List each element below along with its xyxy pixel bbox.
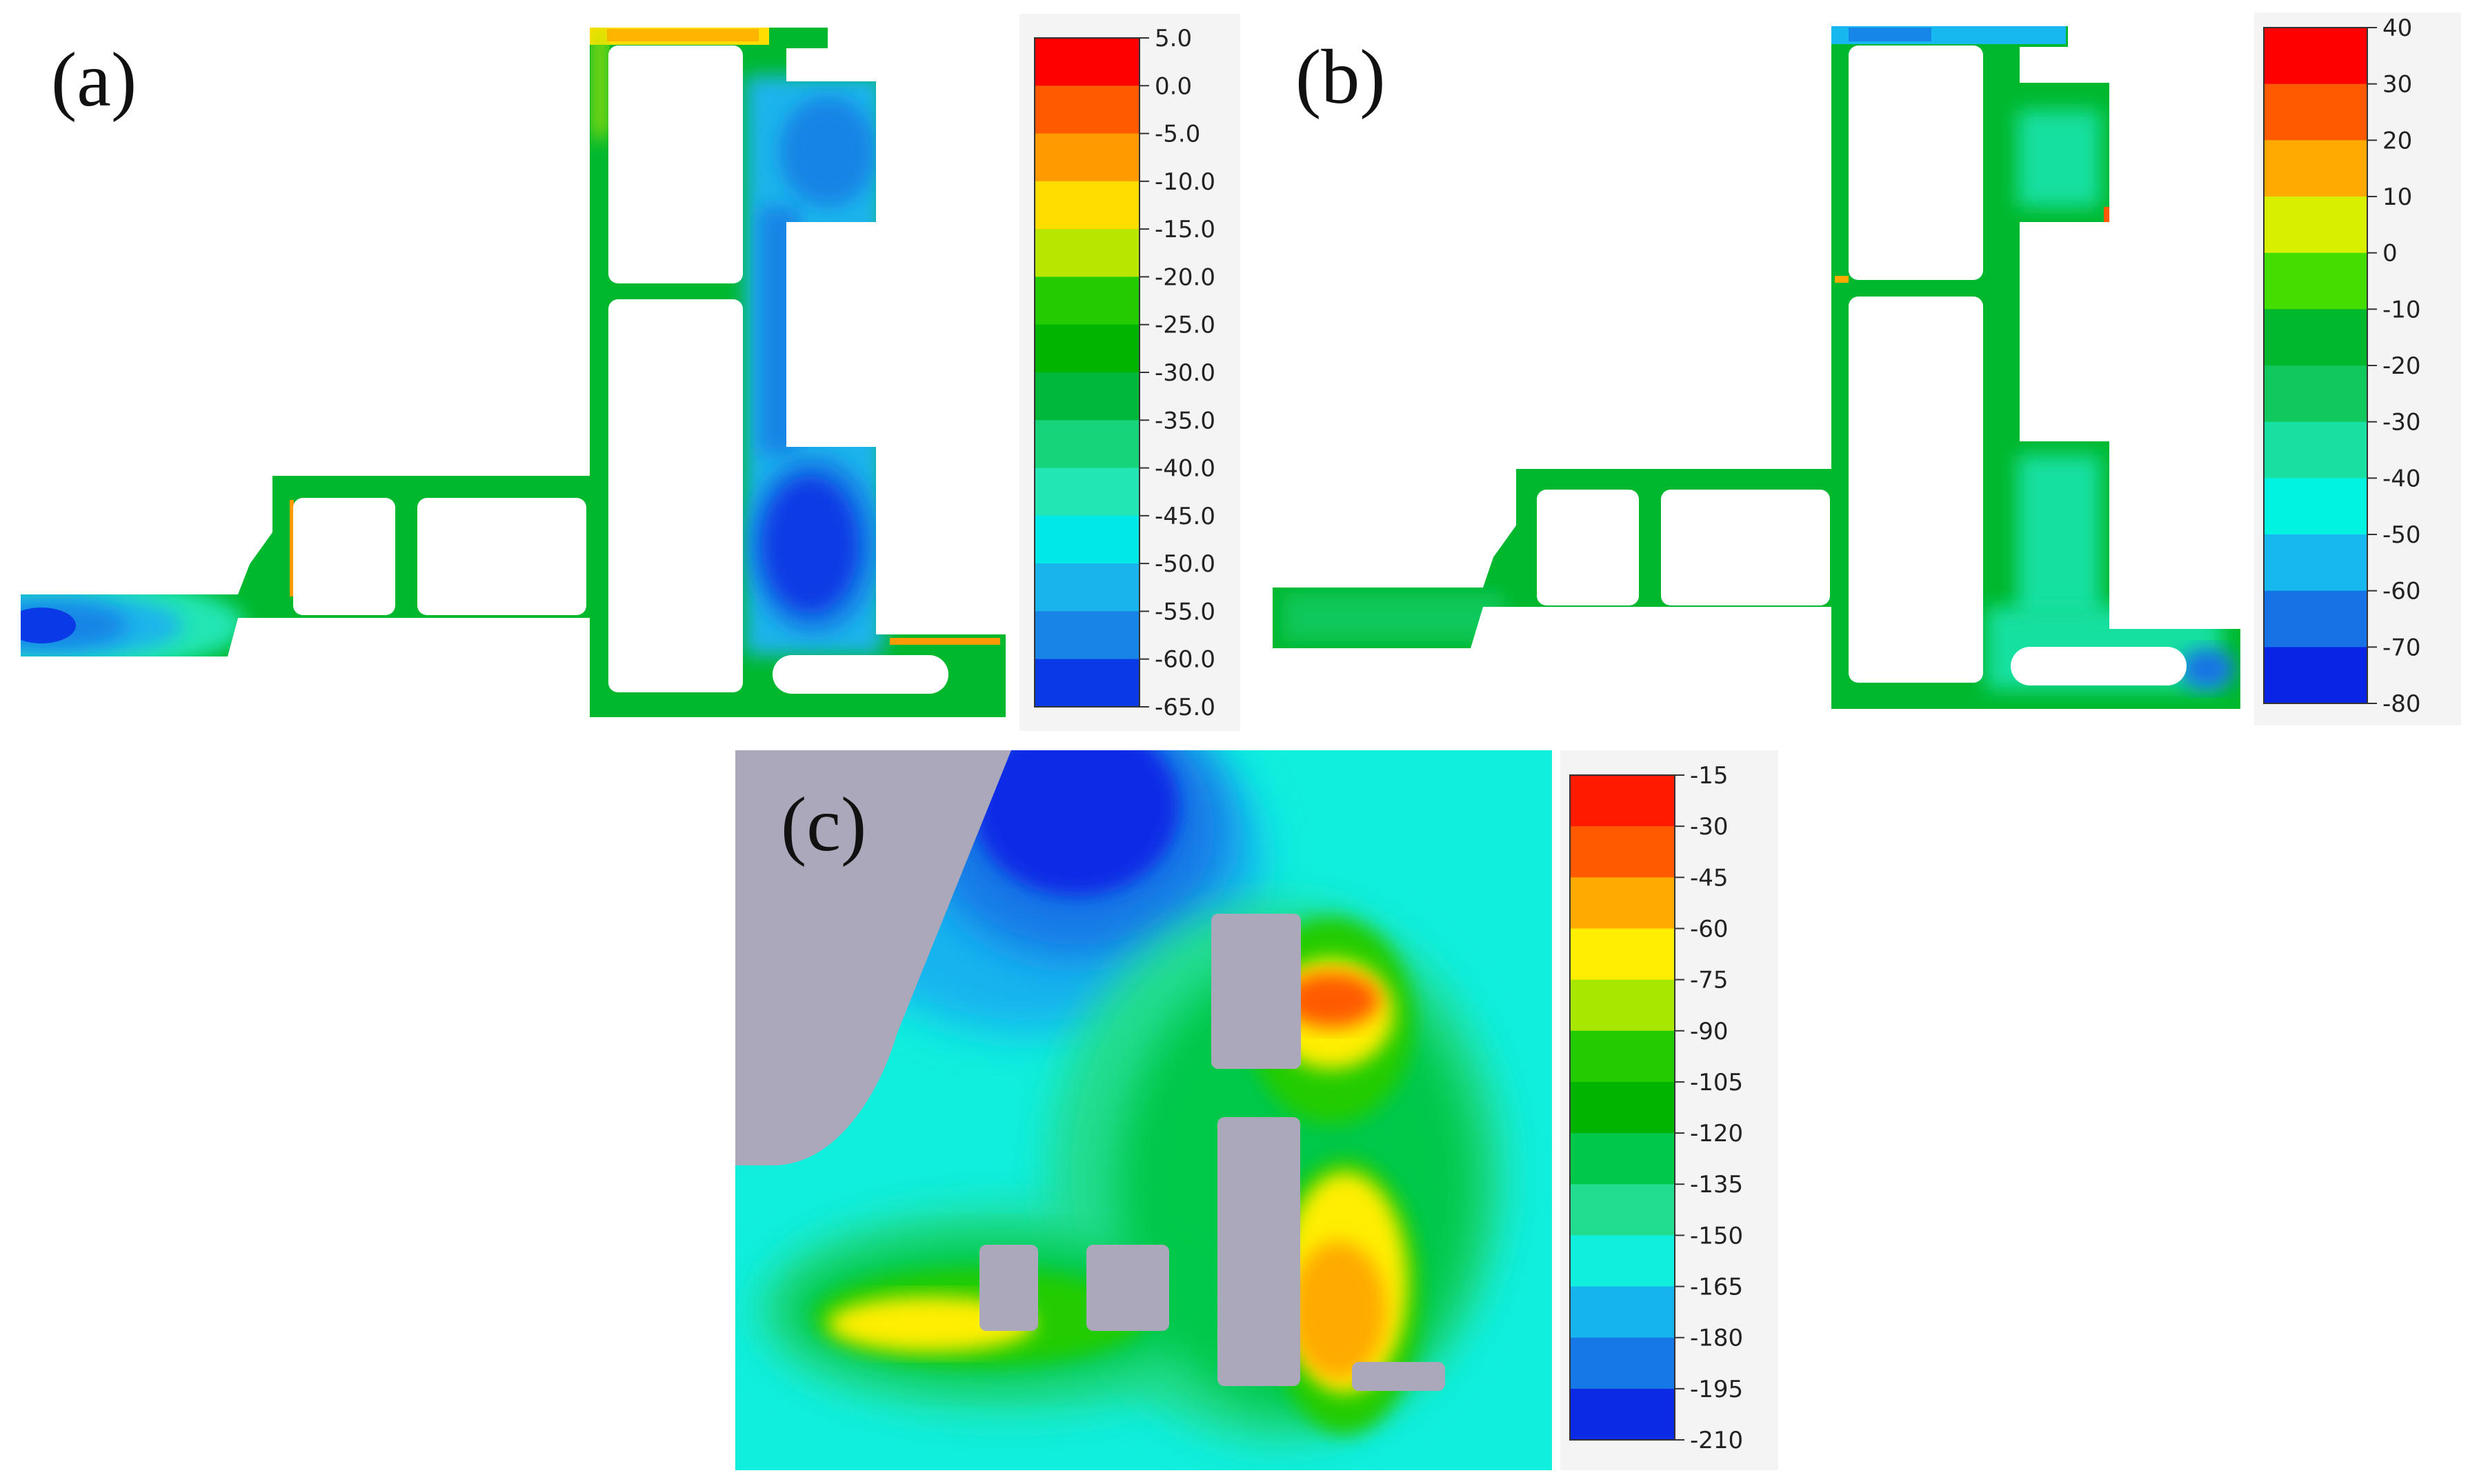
- colorbar-b-tick-label: -30: [2382, 409, 2421, 437]
- colorbar-a-tick-label: -15.0: [1155, 216, 1215, 243]
- colorbar-b-swatch: [2264, 252, 2367, 310]
- colorbar-b-tick-label: 0: [2382, 240, 2398, 268]
- colorbar-a-tick-label: -60.0: [1155, 646, 1215, 674]
- colorbar-a-tick-label: -25.0: [1155, 312, 1215, 339]
- colorbar-c-tick-label: -45: [1690, 864, 1729, 892]
- colorbar-c-swatch: [1570, 877, 1675, 929]
- colorbar-c-tick-label: -195: [1690, 1376, 1743, 1403]
- colorbar-c-swatch: [1570, 826, 1675, 878]
- colorbar-b-swatch: [2264, 365, 2367, 423]
- colorbar-c-swatch: [1570, 1235, 1675, 1287]
- colorbar-b-tick-label: -50: [2382, 521, 2421, 549]
- colorbar-a-swatch: [1035, 133, 1140, 182]
- colorbar-b-tick-label: -80: [2382, 690, 2421, 718]
- colorbar-c-tick-label: -210: [1690, 1427, 1743, 1454]
- colorbar-c-swatch: [1570, 1337, 1675, 1390]
- colorbar-b-swatch: [2264, 28, 2367, 85]
- colorbar-b-tick-label: -40: [2382, 465, 2421, 492]
- colorbar-c-tick-label: -60: [1690, 915, 1729, 943]
- panel-c-label: (c): [781, 782, 867, 868]
- colorbar-a-tick-label: -40.0: [1155, 455, 1215, 483]
- colorbar-a-tick-label: -55.0: [1155, 598, 1215, 625]
- colorbar-b-swatch: [2264, 421, 2367, 479]
- colorbar-b-tick-label: -60: [2382, 578, 2421, 605]
- colorbar-a-swatch: [1035, 563, 1140, 612]
- colorbar-b-swatch: [2264, 83, 2367, 141]
- colorbar-b-swatch: [2264, 197, 2367, 254]
- panel-c-colorbar: -15 -30 -45 -60 -75 -90 -105 -120 -135 -150 -165 -1…: [1560, 750, 1778, 1470]
- colorbar-c-tick-label: -105: [1690, 1069, 1743, 1096]
- panel-a-contour: [21, 28, 1006, 717]
- colorbar-b-swatch: [2264, 478, 2367, 535]
- panel-b-colorbar: 40 30 20 10 0 -10 -20 -30 -40 -50 -60 -70 -80: [2254, 12, 2461, 725]
- panel-a-colorbar: 5.0 0.0 -5.0 -10.0 -15.0 -20.0 -25.0 -30.0 -35.0…: [1019, 14, 1240, 731]
- colorbar-c-swatch: [1570, 775, 1675, 827]
- colorbar-b-tick-label: -70: [2382, 634, 2421, 661]
- colorbar-a-tick-label: 5.0: [1155, 25, 1192, 52]
- colorbar-a-tick-label: -30.0: [1155, 359, 1215, 387]
- colorbar-b-swatch: [2264, 590, 2367, 648]
- colorbar-c-swatch: [1570, 979, 1675, 1032]
- colorbar-a-swatch: [1035, 611, 1140, 660]
- colorbar-c-tick-label: -150: [1690, 1222, 1743, 1250]
- colorbar-b-tick-label: -10: [2382, 296, 2421, 323]
- colorbar-c-swatch: [1570, 1030, 1675, 1083]
- colorbar-a-swatch: [1035, 659, 1140, 708]
- colorbar-c-tick-label: -165: [1690, 1274, 1743, 1301]
- colorbar-c-swatch: [1570, 1081, 1675, 1134]
- colorbar-a-swatch: [1035, 277, 1140, 325]
- colorbar-c-tick-label: -75: [1690, 967, 1729, 994]
- colorbar-b-swatch: [2264, 309, 2367, 366]
- colorbar-a-swatch: [1035, 229, 1140, 277]
- colorbar-b-tick-label: 20: [2382, 127, 2412, 154]
- panel-b-label: (b): [1295, 34, 1386, 120]
- colorbar-a-tick-label: -20.0: [1155, 263, 1215, 291]
- colorbar-a-swatch: [1035, 468, 1140, 517]
- colorbar-b-swatch: [2264, 647, 2367, 704]
- panel-c-contour: [735, 750, 1552, 1470]
- colorbar-c-tick-label: -30: [1690, 813, 1729, 841]
- colorbar-a-tick-label: -5.0: [1155, 121, 1200, 148]
- panel-b-contour: [1273, 26, 2240, 709]
- colorbar-c-swatch: [1570, 1286, 1675, 1338]
- colorbar-a-swatch: [1035, 181, 1140, 230]
- colorbar-b-tick-label: 30: [2382, 71, 2412, 99]
- colorbar-a-tick-label: -65.0: [1155, 694, 1215, 721]
- colorbar-c-frame: [1569, 774, 1675, 1441]
- colorbar-a-tick-label: -45.0: [1155, 503, 1215, 530]
- colorbar-a-swatch: [1035, 372, 1140, 421]
- colorbar-a-swatch: [1035, 420, 1140, 469]
- colorbar-a-swatch: [1035, 515, 1140, 564]
- colorbar-a-tick-label: -10.0: [1155, 168, 1215, 196]
- colorbar-b-tick-label: -20: [2382, 352, 2421, 380]
- colorbar-c-swatch: [1570, 928, 1675, 981]
- colorbar-c-swatch: [1570, 1184, 1675, 1236]
- colorbar-c-tick-label: -90: [1690, 1018, 1729, 1045]
- colorbar-b-tick-label: 10: [2382, 183, 2412, 211]
- colorbar-a-tick-label: -50.0: [1155, 550, 1215, 578]
- colorbar-c-tick-label: -180: [1690, 1325, 1743, 1352]
- colorbar-c-swatch: [1570, 1388, 1675, 1441]
- colorbar-b-swatch: [2264, 140, 2367, 197]
- panel-a-label: (a): [51, 37, 137, 123]
- colorbar-c-tick-label: -135: [1690, 1171, 1743, 1199]
- colorbar-b-swatch: [2264, 534, 2367, 592]
- colorbar-a-swatch: [1035, 324, 1140, 373]
- colorbar-b-tick-label: 40: [2382, 14, 2412, 42]
- colorbar-a-swatch: [1035, 38, 1140, 86]
- colorbar-c-tick-label: -120: [1690, 1120, 1743, 1147]
- colorbar-c-tick-label: -15: [1690, 762, 1729, 790]
- colorbar-a-tick-label: -35.0: [1155, 407, 1215, 434]
- colorbar-a-tick-label: 0.0: [1155, 72, 1192, 100]
- colorbar-a-swatch: [1035, 86, 1140, 134]
- colorbar-c-swatch: [1570, 1133, 1675, 1185]
